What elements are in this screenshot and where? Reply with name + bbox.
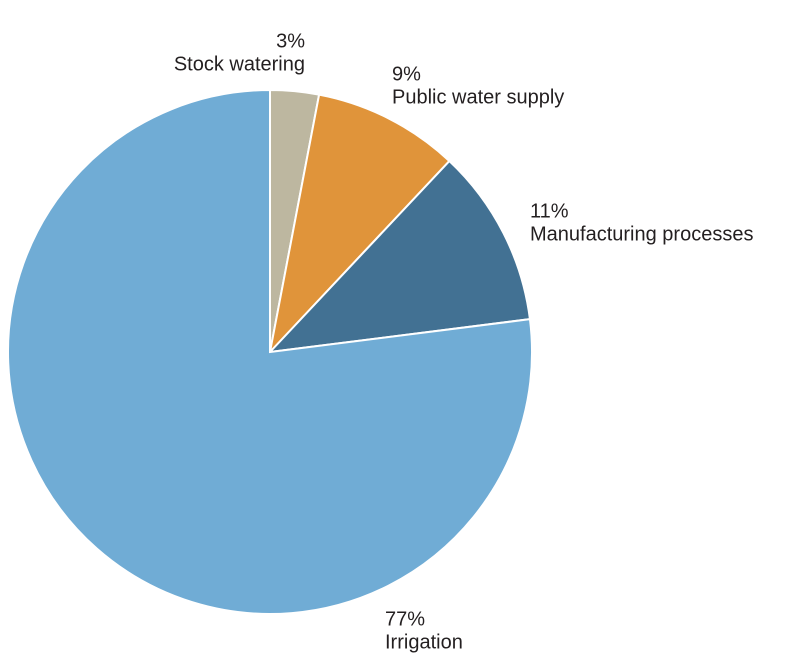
category-label: Public water supply [392, 86, 564, 108]
pie-slice [7, 88, 533, 615]
value-label: 3% [276, 30, 305, 52]
value-label: 9% [392, 63, 421, 85]
value-label: 77% [385, 608, 425, 630]
category-label: Manufacturing processes [530, 223, 753, 245]
category-label: Stock watering [174, 53, 305, 75]
category-label: Irrigation [385, 631, 463, 653]
pie-slice [268, 93, 451, 356]
pie-slice [267, 159, 532, 354]
value-label: 11% [530, 200, 569, 222]
